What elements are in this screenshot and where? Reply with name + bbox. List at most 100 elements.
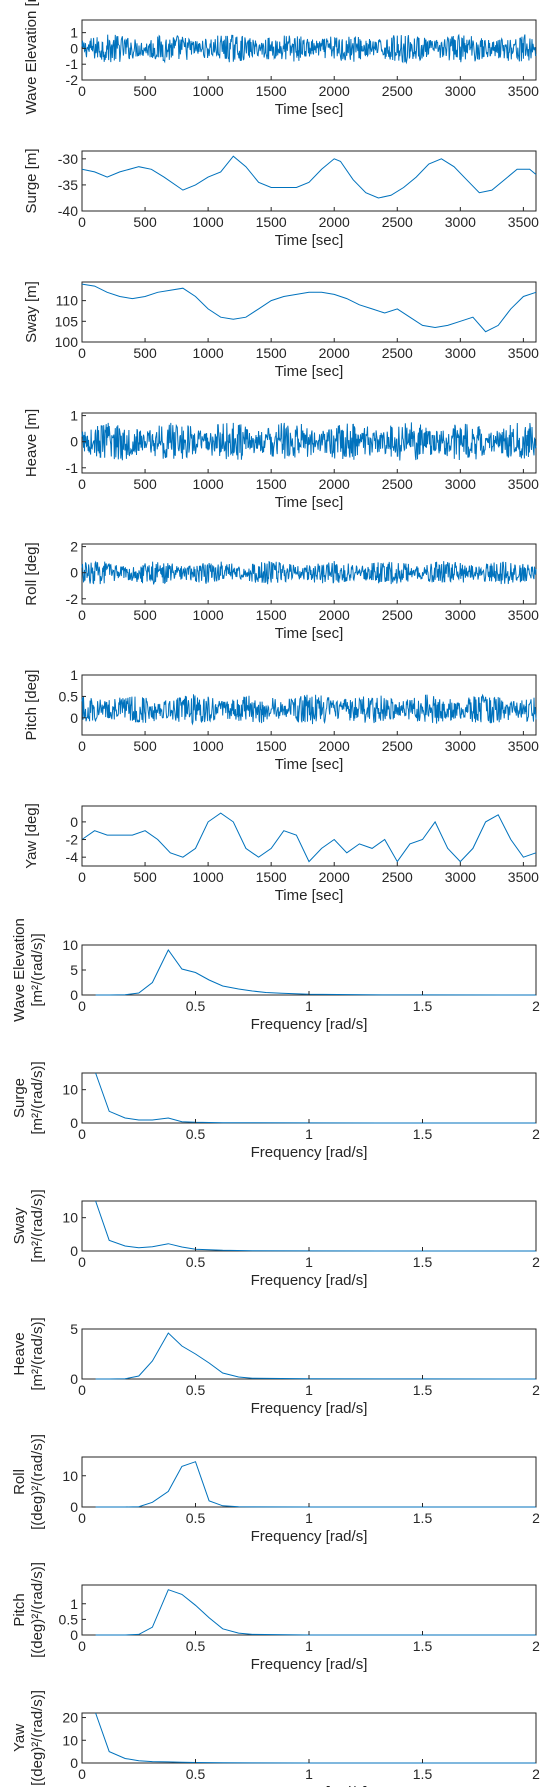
ts-yaw-series-line (81, 812, 537, 863)
ts-surge-ytick-label: -30 (58, 151, 78, 167)
ts-pitch-xtick-label: 3000 (445, 738, 476, 754)
ts-wave-xtick-label: 2000 (319, 83, 350, 99)
sp-roll-ylabel: Roll (11, 1469, 28, 1495)
sp-sway-xtick-label: 2 (532, 1254, 540, 1270)
sp-yaw-axes-box (81, 1712, 537, 1764)
ts-wave-xtick-label: 3500 (508, 83, 539, 99)
ts-pitch-xtick-label: 2500 (382, 738, 413, 754)
sp-roll-xlabel: Frequency [rad/s] (251, 1528, 368, 1545)
sp-yaw-xtick-label: 2 (532, 1766, 540, 1782)
sp-roll-xtick-label: 1 (305, 1510, 313, 1526)
ts-sway-xtick-label: 1000 (193, 345, 224, 361)
sp-roll-ytick-label: 10 (62, 1468, 78, 1484)
ts-surge-xtick-label: 500 (133, 214, 157, 230)
ts-wave-xtick-label: 1000 (193, 83, 224, 99)
ts-sway-ytick-label: 110 (56, 293, 79, 309)
sp-roll-xtick-label: 0.5 (186, 1510, 206, 1526)
sp-sway-xlabel: Frequency [rad/s] (251, 1272, 368, 1289)
sp-sway-xtick-label: 0 (78, 1254, 86, 1270)
ts-yaw-xtick-label: 2500 (382, 869, 413, 885)
ts-roll-xtick-label: 1000 (193, 607, 224, 623)
ts-pitch-ytick-label: 1 (70, 667, 78, 683)
ts-roll-xtick-label: 0 (78, 607, 86, 623)
ts-yaw-xtick-label: 1500 (256, 869, 287, 885)
ts-roll-ytick-label: -2 (66, 591, 79, 607)
ts-heave-xtick-label: 0 (78, 476, 86, 492)
ts-roll-ytick-label: 0 (70, 565, 78, 581)
ts-sway-chart: 0 500 1000 1500 2000 2500 3000 3500 100 105 110 Tim… (23, 281, 539, 380)
sp-heave-ytick-label: 0 (70, 1371, 78, 1387)
ts-sway-xtick-label: 500 (133, 345, 157, 361)
ts-yaw-xtick-label: 500 (133, 869, 157, 885)
sp-surge-ylabel-units: [m²/(rad/s)] (29, 1061, 46, 1134)
sp-pitch-xtick-label: 0.5 (186, 1638, 206, 1654)
ts-surge-series-line (81, 155, 537, 199)
sp-roll-xtick-label: 1.5 (413, 1510, 433, 1526)
sp-roll-ytick-label: 0 (70, 1499, 78, 1515)
ts-wave-ytick-label: -2 (66, 72, 79, 88)
ts-heave-xtick-label: 1000 (193, 476, 224, 492)
sp-pitch-ytick-label: 1 (70, 1596, 78, 1612)
ts-sway-series-line (81, 283, 537, 333)
sp-wave-xtick-label: 1 (305, 998, 313, 1014)
sp-yaw-xtick-label: 1.5 (413, 1766, 433, 1782)
sp-yaw-xtick-label: 0 (78, 1766, 86, 1782)
ts-surge-xtick-label: 3500 (508, 214, 539, 230)
ts-wave-xtick-label: 1500 (256, 83, 287, 99)
sp-pitch-axes-box (81, 1584, 537, 1636)
ts-heave-ylabel: Heave [m] (23, 409, 40, 477)
sp-sway-ylabel: Sway (11, 1207, 28, 1244)
sp-yaw-ytick-label: 20 (62, 1710, 78, 1726)
sp-wave-xlabel: Frequency [rad/s] (251, 1016, 368, 1033)
ts-yaw-chart: 0 500 1000 1500 2000 2500 3000 3500 -4-2 0 Time [s… (23, 803, 539, 904)
ts-yaw-axes-box (81, 805, 537, 867)
ts-sway-axes-box (81, 281, 537, 343)
ts-pitch-series-line (81, 693, 537, 726)
sp-roll-ylabel-units: [(deg)²/(rad/s)] (29, 1434, 46, 1530)
sp-surge-axes-box (81, 1072, 537, 1124)
sp-sway-axes-box (81, 1200, 537, 1252)
sp-sway-ytick-label: 10 (62, 1210, 78, 1226)
sp-yaw-xlabel: Frequency [rad/s] (251, 1784, 368, 1787)
sp-pitch-ytick-label: 0.5 (59, 1611, 79, 1627)
ts-roll-xtick-label: 2500 (382, 607, 413, 623)
ts-wave-xtick-label: 3000 (445, 83, 476, 99)
sp-wave-axes-box (81, 944, 537, 996)
sp-heave-chart: 0 0.5 1 1.5 2 0 5 Frequency [rad/s] Heave [m²/(ra… (11, 1317, 540, 1417)
sp-roll-axes-box (81, 1456, 537, 1508)
sp-surge-ytick-label: 0 (70, 1115, 78, 1131)
ts-sway-xtick-label: 3000 (445, 345, 476, 361)
sp-surge-xtick-label: 0.5 (186, 1126, 206, 1142)
ts-sway-ytick-label: 100 (55, 334, 79, 350)
ts-sway-xtick-label: 1500 (256, 345, 287, 361)
ts-wave-xlabel: Time [sec] (275, 101, 344, 118)
ts-heave-xtick-label: 3500 (508, 476, 539, 492)
ts-roll-ytick-label: 2 (70, 539, 78, 555)
ts-surge-xtick-label: 1000 (193, 214, 224, 230)
ts-sway-ylabel: Sway [m] (23, 281, 40, 343)
ts-surge-xtick-label: 2500 (382, 214, 413, 230)
ts-yaw-xlabel: Time [sec] (275, 887, 344, 904)
sp-heave-xtick-label: 1.5 (413, 1382, 433, 1398)
sp-heave-ylabel-units: [m²/(rad/s)] (29, 1317, 46, 1390)
sp-wave-ytick-label: 10 (62, 937, 78, 953)
ts-yaw-ytick-label: -4 (66, 849, 79, 865)
ts-roll-xtick-label: 3500 (508, 607, 539, 623)
ts-wave-ytick-label: 1 (70, 25, 78, 41)
ts-wave-ytick-label: 0 (70, 40, 78, 56)
ts-roll-xlabel: Time [sec] (275, 625, 344, 642)
sp-sway-xtick-label: 1.5 (413, 1254, 433, 1270)
ts-sway-xlabel: Time [sec] (275, 363, 344, 380)
ts-yaw-xtick-label: 3000 (445, 869, 476, 885)
sp-yaw-ytick-label: 10 (62, 1732, 78, 1748)
ts-pitch-ytick-label: 0.5 (59, 688, 79, 704)
ts-yaw-xtick-label: 0 (78, 869, 86, 885)
ts-sway-xtick-label: 2500 (382, 345, 413, 361)
ts-heave-series-line (81, 422, 537, 461)
ts-heave-xtick-label: 2000 (319, 476, 350, 492)
ts-heave-xtick-label: 2500 (382, 476, 413, 492)
ts-surge-xtick-label: 3000 (445, 214, 476, 230)
